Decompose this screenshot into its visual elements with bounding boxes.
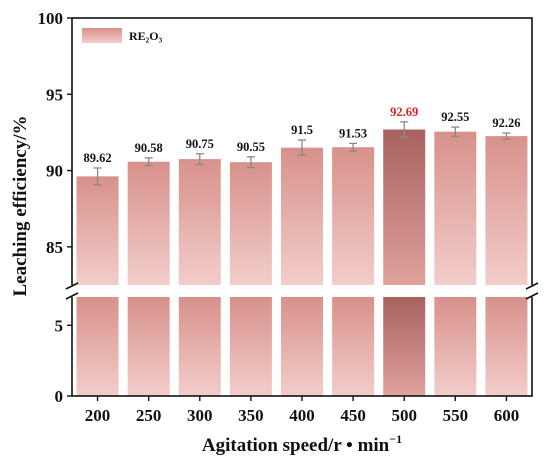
- bar-600-lower: [485, 297, 528, 396]
- bar-300-lower: [178, 297, 221, 396]
- x-axis-title-superscript: −1: [389, 432, 402, 446]
- x-tick-label-450: 450: [340, 406, 366, 425]
- axis-break-mark-left-bottom: [65, 292, 79, 300]
- y-ticks-layer: 85 90 95 100 0 5: [38, 9, 72, 406]
- bar-500-upper: [383, 129, 426, 285]
- axis-break-mark-left-top: [65, 282, 79, 290]
- bar-550-lower: [434, 297, 477, 396]
- x-tick-label-350: 350: [238, 406, 264, 425]
- axis-break-mark-right-bottom: [525, 292, 539, 300]
- y-axis-title: Leaching efficiency/%: [10, 116, 31, 297]
- data-label-400: 91.5: [291, 123, 313, 137]
- legend-label: RE₂O₃: [129, 29, 163, 43]
- y-tick-label-95: 95: [46, 85, 63, 104]
- x-tick-label-550: 550: [443, 406, 469, 425]
- data-label-500: 92.69: [390, 105, 418, 119]
- y-tick-label-100: 100: [38, 9, 64, 28]
- bar-250-lower: [127, 297, 170, 396]
- x-tick-label-400: 400: [289, 406, 315, 425]
- legend-swatch: [82, 28, 122, 43]
- bar-450-upper: [332, 147, 375, 285]
- data-label-350: 90.55: [237, 140, 265, 154]
- bar-400-upper: [281, 147, 323, 285]
- bar-550-upper: [434, 131, 477, 285]
- x-ticks-layer: 200 250 300 350 400 450 500 550 600: [85, 396, 519, 425]
- data-label-450: 91.53: [339, 126, 367, 140]
- error-bars-layer: [93, 121, 511, 186]
- bar-450-lower: [332, 297, 375, 396]
- axis-break-mark-right-top: [525, 282, 539, 290]
- bar-500-lower: [383, 297, 426, 396]
- x-tick-label-300: 300: [187, 406, 213, 425]
- x-axis-title: Agitation speed/r • min−1: [202, 432, 402, 456]
- y-tick-label-low-0: 0: [55, 387, 64, 406]
- x-tick-label-500: 500: [391, 406, 417, 425]
- bar-300-upper: [178, 159, 221, 285]
- bar-600-upper: [485, 136, 528, 285]
- x-tick-label-600: 600: [494, 406, 520, 425]
- x-tick-label-250: 250: [136, 406, 162, 425]
- axis-break-gap: [60, 285, 540, 297]
- y-tick-label-low-5: 5: [55, 316, 64, 335]
- bar-250-upper: [127, 161, 170, 285]
- y-tick-label-90: 90: [46, 162, 63, 181]
- x-axis-title-text: Agitation speed/r • min: [202, 435, 390, 456]
- data-labels-layer: 89.62 90.58 90.75 90.55 91.5 91.53 92.69 92.55 9…: [83, 105, 520, 165]
- bars-layer: [76, 129, 528, 396]
- bar-350-lower: [229, 297, 272, 396]
- bar-200-upper: [76, 176, 119, 285]
- data-label-200: 89.62: [83, 151, 111, 165]
- y-tick-label-85: 85: [46, 238, 63, 257]
- bar-200-lower: [76, 297, 119, 396]
- data-label-250: 90.58: [135, 141, 163, 155]
- bar-350-upper: [229, 162, 272, 285]
- data-label-550: 92.55: [441, 110, 469, 124]
- data-label-300: 90.75: [186, 137, 214, 151]
- data-label-600: 92.26: [492, 116, 520, 130]
- x-tick-label-200: 200: [85, 406, 111, 425]
- bar-400-lower: [281, 297, 323, 396]
